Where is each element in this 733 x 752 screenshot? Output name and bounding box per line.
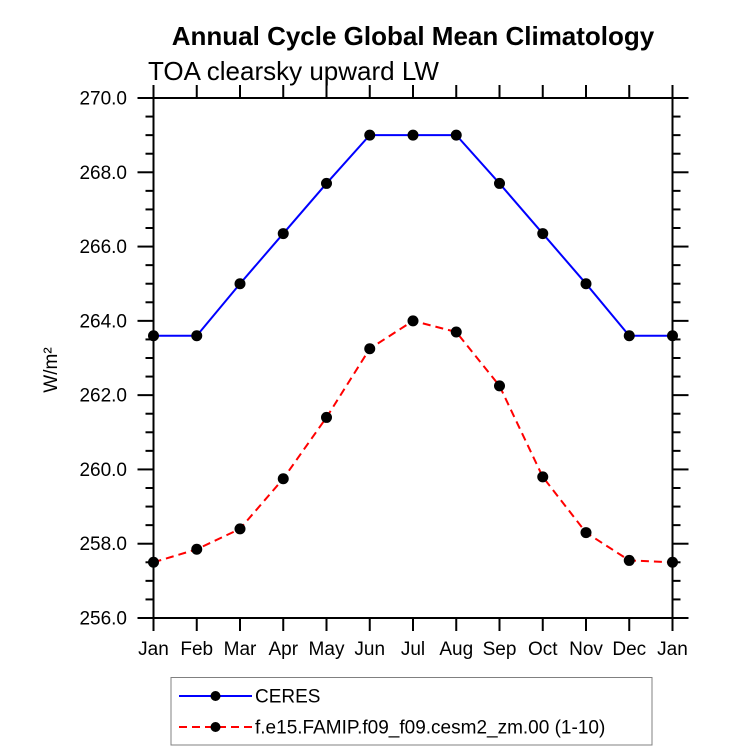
series-0-marker (407, 129, 419, 141)
series-1-marker (667, 556, 678, 568)
x-tick-label: Mar (224, 639, 257, 660)
series-0-marker (321, 177, 332, 189)
x-tick-label: Apr (268, 639, 298, 660)
series-0-marker (494, 177, 505, 189)
series-1-marker (623, 554, 635, 566)
series-0-marker (191, 330, 203, 342)
x-tick-label: Aug (439, 639, 473, 660)
series-0-marker (234, 278, 246, 290)
series-0-marker (667, 330, 678, 342)
series-1-marker (148, 556, 159, 568)
y-tick-label: 270.0 (79, 89, 127, 110)
series-0-marker (580, 278, 592, 290)
series-1-marker (234, 523, 246, 535)
x-tick-label: Dec (612, 639, 646, 660)
series-1-marker (450, 326, 462, 338)
y-axis-label: W/m² (41, 347, 62, 392)
y-tick-label: 266.0 (79, 237, 127, 258)
y-tick-label: 262.0 (79, 386, 127, 407)
series-1-marker (537, 471, 549, 483)
legend: CERES f.e15.FAMIP.f09_f09.cesm2_zm.00 (1-… (170, 677, 653, 746)
legend-label: f.e15.FAMIP.f09_f09.cesm2_zm.00 (1-10) (255, 718, 605, 739)
x-tick-label: Jan (138, 639, 169, 660)
legend-label: CERES (255, 687, 320, 708)
series-1-line (153, 319, 673, 564)
series-0-marker (450, 129, 462, 141)
series-0-marker (364, 129, 376, 141)
series-1-marker (277, 473, 289, 485)
series-0-line (153, 134, 673, 337)
y-tick-label: 256.0 (79, 609, 127, 630)
x-tick-label: May (309, 639, 345, 660)
series-0-marker (277, 228, 289, 240)
series-0-marker (148, 330, 159, 342)
x-tick-label: Sep (483, 639, 517, 660)
chart-title: Annual Cycle Global Mean Climatology (172, 21, 655, 51)
series-1-marker (580, 527, 592, 539)
y-tick-label: 264.0 (79, 311, 127, 332)
plot-area: 256.0 258.0 260.0 262.0 264.0 266.0 268.0 270.0… (79, 85, 689, 660)
chart-subtitle: TOA clearsky upward LW (148, 56, 439, 86)
x-tick-label: Oct (528, 639, 558, 660)
series-0-marker (623, 330, 635, 342)
y-tick-label: 260.0 (79, 460, 127, 481)
series-0-marker (537, 228, 549, 240)
y-tick-label: 258.0 (79, 534, 127, 555)
x-tick-label: Jun (354, 639, 385, 660)
series-1-marker (494, 380, 505, 392)
series-1-marker (191, 543, 203, 555)
series-1-marker (407, 315, 419, 327)
x-tick-label: Jan (657, 639, 688, 660)
legend-box (170, 677, 653, 746)
series-1-marker (321, 411, 332, 423)
legend-marker (210, 722, 221, 732)
series-1-marker (364, 343, 376, 355)
x-tick-label: Jul (401, 639, 425, 660)
x-tick-label: Feb (180, 639, 213, 660)
y-tick-label: 268.0 (79, 163, 127, 184)
x-tick-label: Nov (569, 639, 603, 660)
legend-marker (210, 691, 221, 701)
plot-frame (152, 97, 674, 619)
